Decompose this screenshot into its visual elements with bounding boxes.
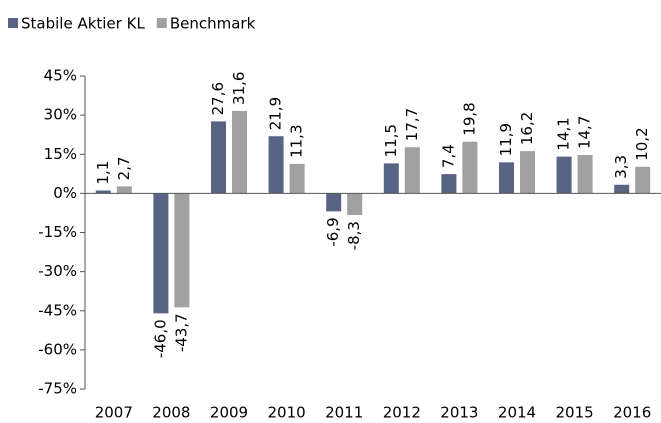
value-label: 1,1 bbox=[94, 161, 112, 185]
x-tick-label: 2015 bbox=[556, 404, 594, 422]
value-label: 14,7 bbox=[576, 116, 594, 149]
bar bbox=[211, 121, 226, 194]
value-label: 21,9 bbox=[267, 97, 285, 130]
value-label: 11,5 bbox=[382, 124, 400, 157]
x-tick-label: 2014 bbox=[498, 404, 536, 422]
bar bbox=[614, 184, 630, 194]
bar bbox=[383, 163, 399, 194]
bar bbox=[174, 193, 190, 308]
x-tick-label: 2016 bbox=[613, 404, 651, 422]
value-label: 19,8 bbox=[460, 102, 478, 135]
bar bbox=[232, 110, 247, 194]
y-tick-label: 0% bbox=[53, 184, 77, 202]
legend-swatch bbox=[156, 18, 167, 28]
bar bbox=[289, 163, 305, 194]
y-tick-label: -30% bbox=[38, 262, 77, 280]
value-label: 7,4 bbox=[439, 144, 457, 168]
bar bbox=[153, 193, 169, 314]
y-tick-label: -45% bbox=[38, 301, 77, 319]
value-label: 17,7 bbox=[403, 108, 421, 141]
y-tick-label: -60% bbox=[38, 340, 77, 358]
value-label: 11,3 bbox=[288, 124, 306, 157]
y-tick-label: 45% bbox=[44, 67, 77, 85]
x-tick-label: 2009 bbox=[210, 404, 248, 422]
value-label: 3,3 bbox=[612, 155, 630, 179]
bar bbox=[520, 151, 535, 194]
value-label: -43,7 bbox=[172, 313, 190, 352]
legend-label: Benchmark bbox=[170, 15, 256, 33]
value-label: 31,6 bbox=[230, 72, 248, 105]
value-label: -6,9 bbox=[324, 217, 342, 246]
x-tick-label: 2007 bbox=[95, 404, 133, 422]
bar bbox=[499, 162, 514, 194]
value-label: 11,9 bbox=[497, 123, 515, 156]
y-tick-label: -15% bbox=[38, 223, 77, 241]
value-label: 2,7 bbox=[115, 156, 133, 180]
value-label: 16,2 bbox=[518, 112, 536, 145]
value-label: 14,1 bbox=[555, 117, 573, 150]
bar bbox=[404, 147, 420, 194]
x-tick-label: 2011 bbox=[325, 404, 363, 422]
y-tick-label: -75% bbox=[38, 380, 77, 398]
legend-swatch bbox=[8, 18, 18, 28]
x-tick-label: 2010 bbox=[268, 404, 306, 422]
value-label: -8,3 bbox=[345, 221, 363, 250]
value-label: 10,2 bbox=[633, 127, 651, 160]
bar bbox=[462, 141, 478, 194]
x-tick-label: 2008 bbox=[152, 404, 190, 422]
y-tick-label: 30% bbox=[44, 106, 77, 124]
bar bbox=[441, 174, 457, 194]
bar bbox=[347, 193, 363, 216]
bar bbox=[95, 190, 111, 194]
bar bbox=[116, 186, 132, 194]
y-tick-label: 15% bbox=[44, 145, 77, 163]
value-label: 27,6 bbox=[209, 82, 227, 115]
bar bbox=[556, 156, 572, 194]
x-tick-label: 2012 bbox=[383, 404, 421, 422]
legend-label: Stabile Aktier KL bbox=[21, 15, 145, 33]
bar bbox=[577, 155, 593, 194]
bar bbox=[635, 166, 651, 194]
bar bbox=[326, 193, 342, 212]
bar bbox=[268, 136, 284, 194]
x-tick-label: 2013 bbox=[440, 404, 478, 422]
value-label: -46,0 bbox=[151, 319, 169, 358]
